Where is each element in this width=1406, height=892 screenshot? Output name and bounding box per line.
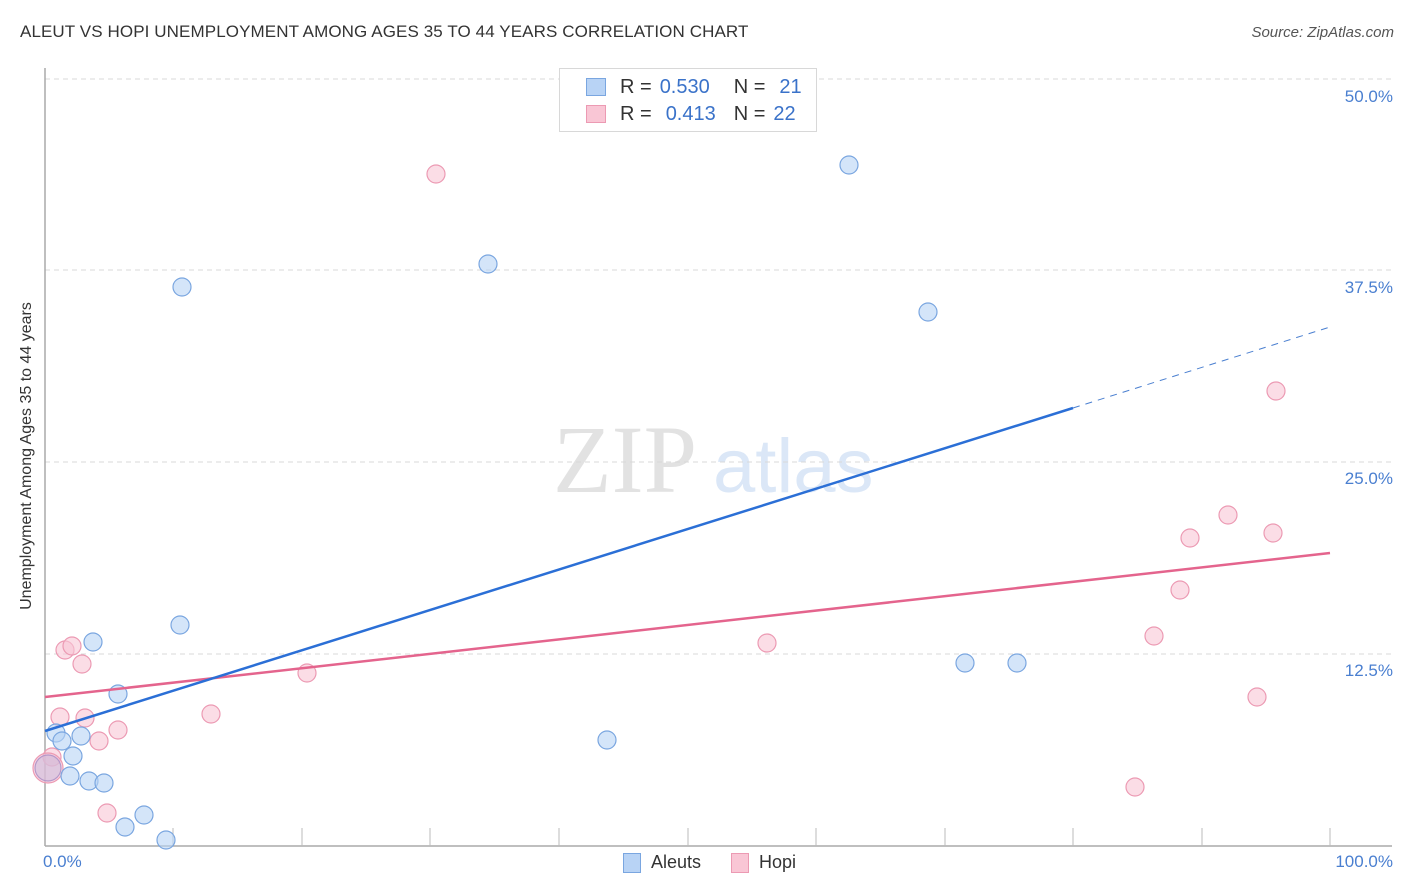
source-label: Source: ZipAtlas.com [1251, 24, 1394, 41]
x-tick-100: 100.0% [1335, 852, 1393, 871]
hopi-trend-line [44, 551, 1331, 699]
aleuts-swatch [586, 78, 606, 96]
y-tick-12-5: 12.5% [1344, 661, 1393, 680]
r-value: 0.530 [659, 75, 710, 98]
legend-label-aleuts: Aleuts [651, 852, 702, 872]
legend-row-aleuts: R = 0.530 N = 21 [586, 75, 802, 99]
legend-item-hopi[interactable]: Hopi [731, 852, 796, 873]
n-value: 22 [773, 102, 796, 125]
x-tick-0: 0.0% [43, 852, 82, 871]
aleuts-swatch [623, 852, 641, 873]
hopi-points [32, 164, 1286, 823]
axes [44, 68, 1392, 847]
series-legend: Aleuts Hopi [623, 852, 826, 873]
legend-label-hopi: Hopi [759, 852, 797, 872]
y-tick-25: 25.0% [1344, 469, 1393, 488]
legend-row-hopi: R = 0.413 N = 22 [586, 102, 796, 126]
y-tick-37-5: 37.5% [1344, 278, 1393, 297]
aleut-trend-extension [1072, 326, 1331, 409]
n-label: N = [733, 75, 766, 98]
hopi-swatch [586, 105, 606, 123]
x-tick-marks [172, 828, 1331, 846]
legend-item-aleuts[interactable]: Aleuts [623, 852, 701, 873]
watermark-zip: ZIP [553, 406, 697, 513]
r-value: 0.413 [665, 102, 716, 125]
y-tick-50: 50.0% [1344, 87, 1393, 106]
r-label: R = [620, 102, 652, 125]
aleut-trend-line [44, 406, 1074, 733]
hopi-swatch [731, 852, 750, 873]
n-label: N = [733, 102, 766, 125]
chart-title: ALEUT VS HOPI UNEMPLOYMENT AMONG AGES 35… [20, 22, 749, 41]
n-value: 21 [779, 75, 802, 98]
stats-legend: R = 0.530 N = 21 R = 0.413 N = 22 [559, 68, 817, 132]
aleut-points [34, 155, 1027, 850]
r-label: R = [620, 75, 652, 98]
